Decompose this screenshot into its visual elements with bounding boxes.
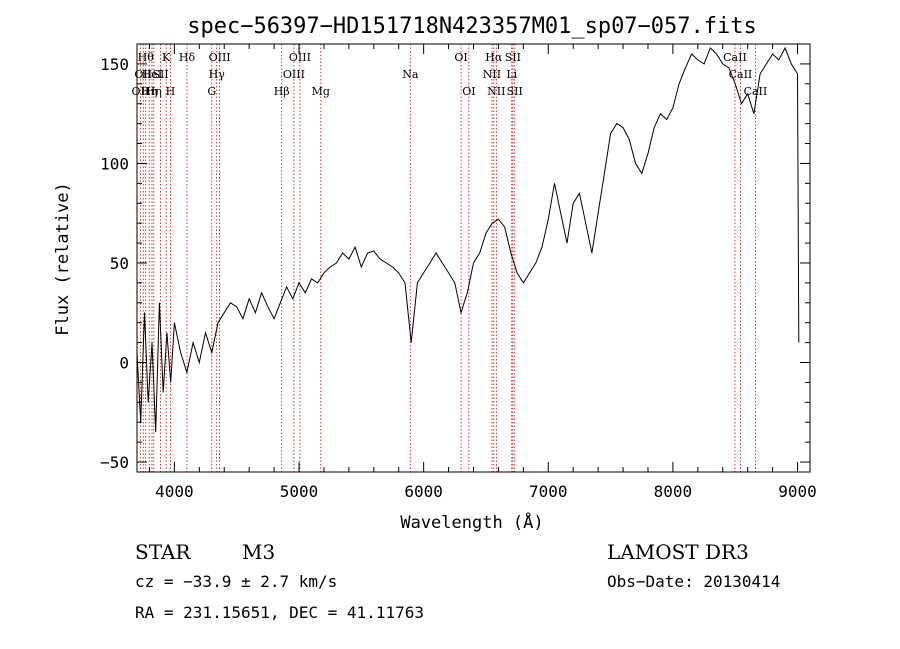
spectral-line-label: CaII	[729, 68, 753, 81]
spectral-line-labels: OII OII Hθ Hη HeI Hη SII K H Hδ G Hγ OIII Hβ OIII OIII M…	[132, 51, 768, 98]
y-tick-label: 100	[100, 154, 129, 173]
spectral-line-label: H	[166, 85, 176, 98]
x-axis: 4000 5000 6000 7000 8000 9000	[148, 44, 817, 501]
spectral-line-label: Hγ	[209, 68, 226, 81]
y-axis-label: Flux (relative)	[53, 182, 73, 336]
observation-date: Obs−Date: 20130414	[607, 572, 780, 591]
spectral-line-label: OIII	[289, 51, 311, 64]
spectral-line-label: Hα	[485, 51, 503, 64]
redshift-velocity: cz = −33.9 ± 2.7 km/s	[135, 572, 337, 591]
x-tick-label: 7000	[529, 482, 568, 501]
spectral-line-label: CaII	[723, 51, 747, 64]
spectral-line-label: Na	[402, 68, 419, 81]
spectral-line-label: OII	[134, 68, 152, 81]
spectral-line-label: Hδ	[179, 51, 196, 64]
y-axis: −50 0 50 100 150	[100, 55, 810, 472]
spectral-line-label: Hη	[141, 85, 157, 98]
x-tick-label: 8000	[654, 482, 693, 501]
spectral-line-label: NII	[487, 85, 505, 98]
y-tick-label: −50	[100, 453, 129, 472]
spectral-line-label: OI	[454, 51, 467, 64]
coordinates: RA = 231.15651, DEC = 41.11763	[135, 603, 424, 622]
spectral-line-label: G	[207, 85, 216, 98]
y-tick-label: 50	[110, 254, 129, 273]
spectral-line-label: HeI	[142, 68, 162, 81]
spectral-line-label: Mg	[312, 85, 330, 98]
y-tick-label: 0	[119, 354, 129, 373]
object-class: STAR	[135, 540, 191, 564]
spectrum-line	[136, 46, 800, 433]
spectral-line-label: SII	[152, 68, 168, 81]
spectral-line-label: OI	[462, 85, 475, 98]
spectral-line-label: NII	[483, 68, 501, 81]
spectral-line-label: OIII	[209, 51, 231, 64]
spectral-line-label: Hβ	[274, 85, 290, 98]
spectral-line-markers	[139, 44, 756, 472]
x-axis-label: Wavelength (Å)	[400, 511, 543, 533]
spectral-line-label: SII	[507, 85, 523, 98]
x-tick-label: 4000	[155, 482, 194, 501]
spectral-line-label: CaII	[744, 85, 768, 98]
x-tick-label: 5000	[280, 482, 319, 501]
object-subclass: M3	[242, 540, 275, 564]
plot-frame	[136, 43, 811, 473]
spectral-line-label: SII	[505, 51, 521, 64]
spectral-line-label: Hθ	[138, 51, 155, 64]
y-tick-label: 150	[100, 55, 129, 74]
survey-name: LAMOST DR3	[607, 540, 749, 564]
x-tick-label: 6000	[404, 482, 443, 501]
spectral-line-label: K	[162, 51, 171, 64]
spectral-line-label: OIII	[283, 68, 305, 81]
chart-title: spec−56397−HD151718N423357M01_sp07−057.f…	[187, 14, 757, 39]
spectral-line-label: OII	[132, 85, 150, 98]
x-tick-label: 9000	[778, 482, 817, 501]
spectral-line-label: Hη	[146, 85, 162, 98]
spectral-line-label: Li	[506, 68, 517, 81]
